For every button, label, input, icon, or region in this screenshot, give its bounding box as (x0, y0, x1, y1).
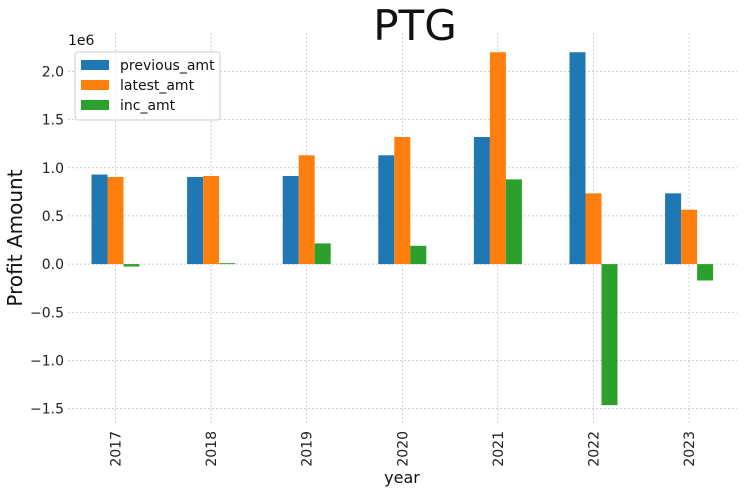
x-tick-label: 2020 (395, 431, 411, 467)
bar-previous-amt-2020 (378, 155, 395, 265)
bar-latest-amt-2020 (394, 137, 411, 265)
y-axis-offset-label: 1e6 (68, 33, 95, 49)
bar-previous-amt-2017 (91, 174, 108, 265)
y-tick-label: 0.5 (42, 209, 64, 225)
x-tick-label: 2022 (587, 431, 603, 467)
bar-latest-amt-2022 (585, 193, 602, 265)
bar-previous-amt-2022 (569, 52, 586, 265)
bar-inc-amt-2022 (601, 264, 618, 406)
bar-inc-amt-2020 (410, 245, 427, 265)
y-tick-label: −1.0 (30, 353, 64, 369)
bar-latest-amt-2018 (203, 176, 220, 265)
y-axis-label: Profit Amount (3, 169, 27, 306)
bar-previous-amt-2021 (473, 137, 490, 265)
y-tick-label: 1.0 (42, 161, 64, 177)
y-tick-label: 2.0 (42, 65, 64, 81)
x-tick-label: 2018 (204, 431, 220, 467)
bar-inc-amt-2017 (123, 264, 140, 267)
legend-label: latest_amt (120, 78, 195, 94)
legend: previous_amt latest_amt inc_amt (74, 51, 221, 121)
legend-label: inc_amt (120, 98, 176, 114)
bar-latest-amt-2019 (298, 155, 315, 265)
bars (91, 52, 714, 406)
legend-label: previous_amt (120, 58, 215, 74)
x-tick-label: 2017 (109, 431, 125, 467)
bar-previous-amt-2018 (187, 176, 204, 265)
bar-previous-amt-2023 (665, 193, 682, 265)
x-axis-label: year (384, 468, 420, 487)
legend-frame (74, 51, 221, 121)
legend-swatch (81, 60, 109, 70)
legend-swatch (81, 100, 109, 110)
x-tick-label: 2021 (491, 431, 507, 467)
bar-previous-amt-2019 (282, 176, 299, 265)
bar-latest-amt-2021 (489, 52, 506, 265)
y-tick-label: 0.0 (42, 257, 64, 273)
bar-latest-amt-2023 (681, 209, 698, 265)
bar-inc-amt-2023 (697, 264, 714, 281)
x-tick-label: 2019 (300, 431, 316, 467)
y-axis-ticks: −1.5 −1.0 −0.5 0.0 0.5 1.0 1.5 2.0 (30, 65, 64, 418)
bar-inc-amt-2021 (505, 179, 522, 265)
y-tick-label: −1.5 (30, 402, 64, 418)
bar-inc-amt-2018 (219, 263, 236, 265)
y-tick-label: 1.5 (42, 113, 64, 129)
y-tick-label: −0.5 (30, 305, 64, 321)
x-tick-label: 2023 (682, 431, 698, 467)
x-axis-ticks: 2017 2018 2019 2020 2021 2022 2023 (109, 431, 699, 467)
bar-inc-amt-2019 (314, 243, 331, 265)
bar-latest-amt-2017 (107, 176, 124, 265)
legend-swatch (81, 80, 109, 90)
chart-title: PTG (373, 1, 457, 50)
